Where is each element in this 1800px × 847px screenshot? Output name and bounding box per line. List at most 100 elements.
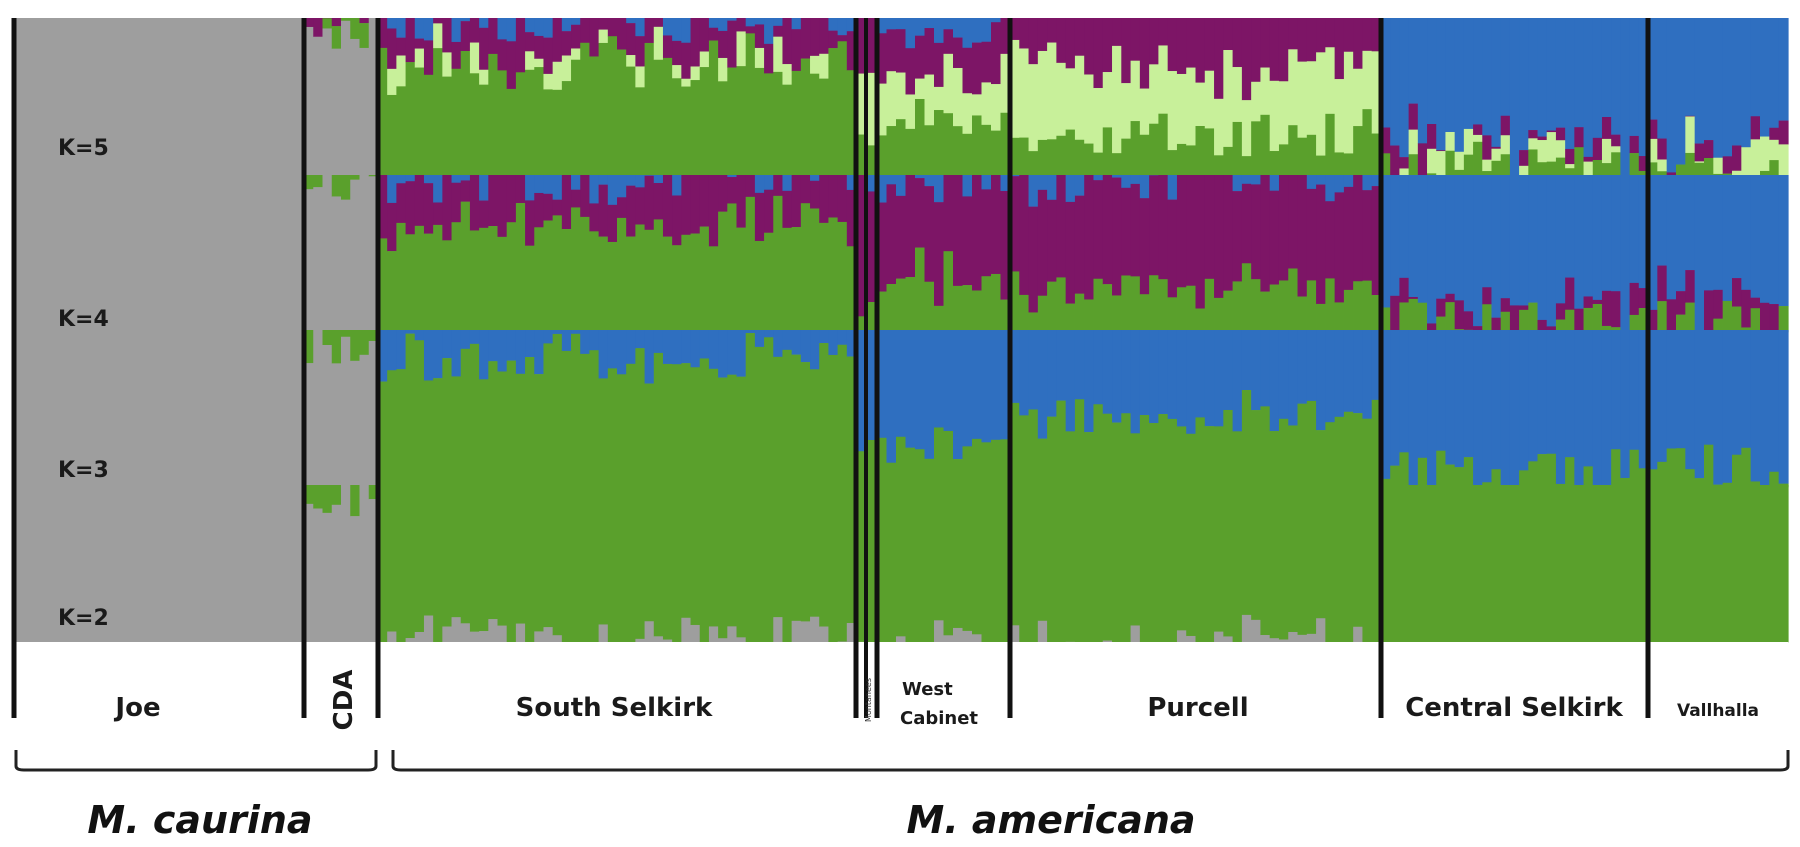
- admixture-bar-k4-south-selkirk-47-purple: [800, 175, 811, 204]
- admixture-bar-k4-central-selkirk-14-green: [1500, 311, 1511, 333]
- admixture-bar-k5-purcell-38-lightgreen: [1353, 68, 1364, 127]
- admixture-bar-k3-south-selkirk-43-blue: [764, 330, 774, 338]
- admixture-bar-k4-west-cabinet-6-blue: [924, 175, 935, 187]
- admixture-bar-k3-south-selkirk-35-blue: [690, 330, 701, 368]
- admixture-bar-k5-montanees-2-lightgreen: [866, 72, 878, 146]
- population-label-vallhalla: Vallhalla: [1677, 701, 1759, 721]
- admixture-bar-k5-south-selkirk-13-purple: [488, 18, 499, 55]
- admixture-bar-k3-south-selkirk-16-blue: [515, 330, 526, 375]
- admixture-bar-k3-south-selkirk-34-blue: [681, 330, 692, 364]
- admixture-bar-k2-south-selkirk-44-gray: [773, 617, 784, 643]
- admixture-bar-k4-purcell-16-purple: [1149, 175, 1160, 276]
- admixture-bar-k3-purcell-17-green: [1158, 414, 1169, 488]
- admixture-bar-k5-purcell-9-green: [1084, 143, 1095, 176]
- admixture-bar-k4-south-selkirk-37-green: [708, 246, 719, 333]
- admixture-bar-k4-south-selkirk-27-green: [617, 217, 627, 333]
- admixture-bar-k3-central-selkirk-9-blue: [1454, 330, 1465, 468]
- admixture-bar-k2-cda-6-green: [350, 485, 361, 517]
- admixture-bar-k2-central-selkirk-28-green: [1629, 485, 1640, 643]
- admixture-bar-k5-purcell-8-lightgreen: [1074, 55, 1085, 141]
- population-label-purcell: Purcell: [1147, 693, 1248, 723]
- admixture-bar-k5-central-selkirk-28-green: [1629, 153, 1640, 176]
- admixture-bar-k3-central-selkirk-20-blue: [1555, 330, 1566, 485]
- admixture-bar-k3-cda-5-green: [341, 330, 351, 338]
- admixture-bar-k3-cda-4-gray: [331, 363, 342, 488]
- admixture-bar-k4-cda-2-green: [313, 175, 324, 188]
- admixture-bar-k3-south-selkirk-18-blue: [534, 330, 545, 375]
- admixture-bar-k3-south-selkirk-10-blue: [460, 330, 471, 350]
- admixture-bar-k2-purcell-31-gray: [1288, 631, 1299, 643]
- admixture-bar-k4-montanees-2-purple: [866, 191, 878, 303]
- admixture-bar-k5-vallhalla-8-lightgreen: [1713, 157, 1724, 175]
- admixture-bar-k2-purcell-30-gray: [1278, 639, 1289, 643]
- admixture-bar-k5-south-selkirk-36-purple: [699, 18, 710, 52]
- admixture-bar-k5-purcell-2-green: [1019, 137, 1030, 176]
- admixture-bar-k2-south-selkirk-52-green: [846, 485, 857, 624]
- admixture-bar-k4-south-selkirk-39-purple: [727, 177, 738, 204]
- admixture-bar-k5-south-selkirk-37-blue: [708, 18, 719, 29]
- admixture-bar-k5-west-cabinet-1-blue: [877, 18, 888, 34]
- admixture-bar-k4-west-cabinet-10-green: [962, 285, 973, 333]
- admixture-bar-k2-joe-14-gray: [138, 485, 149, 643]
- admixture-bar-k2-purcell-25-green: [1232, 485, 1243, 643]
- admixture-bar-k5-south-selkirk-26-green: [607, 36, 618, 176]
- admixture-bar-k4-west-cabinet-9-green: [953, 285, 964, 333]
- admixture-bar-k2-west-cabinet-3-gray: [896, 636, 907, 643]
- admixture-bar-k2-west-cabinet-12-green: [981, 485, 992, 643]
- admixture-bar-k5-south-selkirk-29-lightgreen: [635, 66, 646, 88]
- admixture-bar-k4-central-selkirk-28-purple: [1629, 282, 1640, 316]
- admixture-bar-k5-central-selkirk-10-green: [1463, 154, 1474, 176]
- admixture-bar-k4-central-selkirk-15-blue: [1509, 175, 1520, 306]
- admixture-bar-k5-central-selkirk-8-blue: [1445, 18, 1456, 133]
- admixture-bar-k5-purcell-27-green: [1251, 121, 1262, 176]
- admixture-bar-k3-cda-3-green: [322, 330, 333, 346]
- admixture-bar-k5-purcell-36-purple: [1334, 18, 1345, 80]
- admixture-bar-k4-south-selkirk-20-purple: [552, 199, 563, 216]
- admixture-bar-k5-purcell-29-lightgreen: [1269, 80, 1280, 152]
- admixture-bar-k3-south-selkirk-20-green: [552, 333, 563, 488]
- admixture-bar-k5-central-selkirk-14-purple: [1500, 115, 1511, 136]
- admixture-bar-k4-joe-19-gray: [187, 175, 198, 333]
- admixture-bar-k3-south-selkirk-44-blue: [773, 330, 784, 358]
- admixture-bar-k5-central-selkirk-21-green: [1565, 168, 1575, 176]
- admixture-bar-k4-south-selkirk-45-green: [782, 227, 793, 333]
- admixture-bar-k5-purcell-11-green: [1102, 127, 1113, 176]
- admixture-bar-k5-purcell-11-purple: [1102, 18, 1113, 73]
- admixture-bar-k4-south-selkirk-2-green: [387, 251, 397, 333]
- admixture-bar-k2-central-selkirk-12-green: [1482, 485, 1493, 643]
- admixture-bar-k4-central-selkirk-10-purple: [1463, 311, 1474, 331]
- admixture-bar-k5-purcell-13-lightgreen: [1121, 83, 1132, 139]
- admixture-bar-k3-purcell-25-green: [1232, 431, 1243, 488]
- admixture-bar-k4-central-selkirk-2-purple: [1390, 295, 1401, 333]
- admixture-bar-k2-south-selkirk-37-green: [708, 485, 719, 627]
- admixture-bar-k2-purcell-13-green: [1121, 485, 1132, 643]
- admixture-bar-k4-south-selkirk-23-green: [580, 216, 591, 333]
- admixture-bar-k3-joe-9-gray: [89, 330, 101, 488]
- admixture-bar-k4-south-selkirk-17-blue: [525, 175, 535, 201]
- admixture-bar-k4-central-selkirk-26-purple: [1611, 291, 1621, 328]
- admixture-bar-k2-south-selkirk-49-green: [819, 485, 830, 627]
- admixture-bar-k2-south-selkirk-26-green: [607, 485, 618, 643]
- admixture-bar-k4-south-selkirk-5-purple: [414, 175, 425, 227]
- admixture-bar-k5-purcell-3-green: [1028, 151, 1039, 176]
- admixture-bar-k5-south-selkirk-33-green: [672, 78, 682, 176]
- admixture-bar-k3-south-selkirk-22-blue: [571, 330, 581, 335]
- admixture-bar-k5-south-selkirk-20-green: [552, 89, 563, 176]
- admixture-bar-k4-south-selkirk-8-purple: [442, 175, 453, 241]
- admixture-bar-k5-west-cabinet-7-blue: [934, 18, 945, 44]
- admixture-bar-k5-south-selkirk-3-blue: [396, 18, 407, 38]
- admixture-bar-k2-central-selkirk-29-green: [1638, 485, 1649, 643]
- admixture-bar-k5-south-selkirk-30-purple: [644, 18, 655, 44]
- admixture-bar-k5-south-selkirk-44-lightgreen: [773, 36, 784, 73]
- admixture-bar-k3-central-selkirk-5-blue: [1417, 330, 1428, 459]
- admixture-bar-k2-south-selkirk-2-gray: [387, 631, 397, 643]
- admixture-bar-k2-purcell-35-green: [1325, 485, 1336, 643]
- admixture-bar-k5-south-selkirk-28-blue: [626, 18, 636, 24]
- admixture-bar-k5-central-selkirk-25-purple: [1601, 117, 1612, 140]
- admixture-bar-k5-central-selkirk-22-blue: [1574, 18, 1585, 128]
- admixture-bar-k5-purcell-34-lightgreen: [1316, 52, 1326, 156]
- admixture-bar-k2-central-selkirk-13-green: [1491, 485, 1502, 643]
- admixture-bar-k5-south-selkirk-5-blue: [414, 18, 425, 39]
- admixture-bar-k3-purcell-28-green: [1260, 406, 1271, 488]
- admixture-bar-k5-central-selkirk-10-blue: [1463, 18, 1474, 130]
